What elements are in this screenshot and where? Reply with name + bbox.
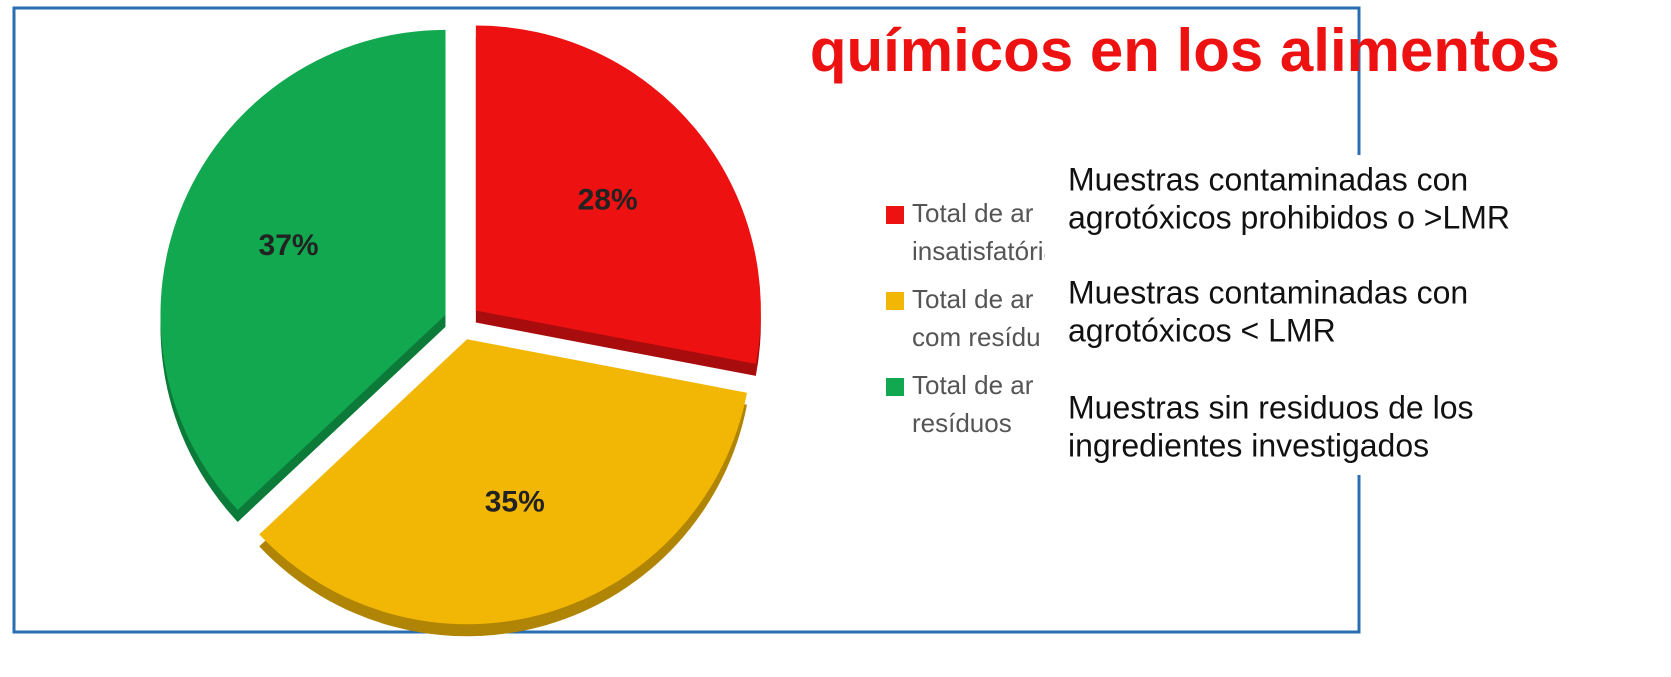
data-label: 37% [259,229,319,262]
slice [160,29,446,510]
slice [259,339,747,625]
data-label: 35% [485,485,545,518]
pie: 28% 35% 37% [160,25,761,637]
annotation: Muestras contaminadas con [1068,274,1468,310]
annotation: agrotóxicos < LMR [1068,312,1336,348]
annotation: agrotóxicos prohibidos o >LMR [1068,199,1510,235]
legend-swatch [886,206,904,224]
legend-swatch [886,292,904,310]
legend-swatch [886,378,904,396]
legend: Total de ar insatisfatórias Total de ar com… [886,198,1071,438]
legend-label: Total de ar [912,284,1034,314]
chart-title: químicos en los alimentos [810,17,1560,84]
legend-label: insatisfatórias [912,236,1071,266]
legend-label: Total de ar [912,198,1034,228]
annotation: Muestras contaminadas con [1068,161,1468,197]
overlay-box [1045,155,1565,475]
legend-label: resíduos [912,408,1012,438]
slice [475,25,761,364]
legend-label: Total de ar [912,370,1034,400]
annotation: Muestras sin residuos de los [1068,389,1474,425]
data-label: 28% [578,183,638,216]
annotation: ingredientes investigados [1068,427,1429,463]
legend-label: com resídu [912,322,1041,352]
